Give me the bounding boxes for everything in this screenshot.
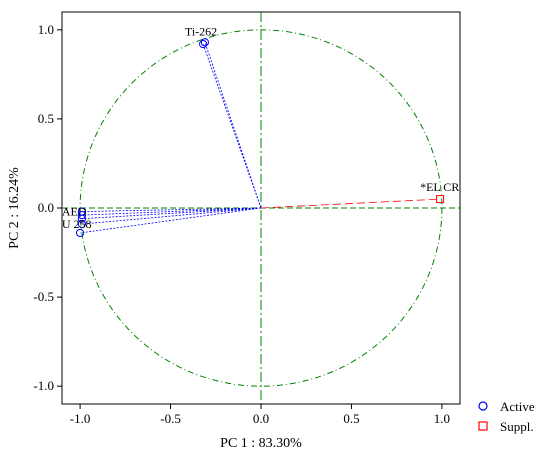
x-axis-ticks: -1.0 -0.5 0.0 0.5 1.0	[70, 404, 450, 426]
data-point	[77, 219, 87, 229]
x-tick-label: 0.5	[343, 411, 359, 426]
point-label: Ti-262	[185, 24, 217, 38]
x-tick-label: -1.0	[70, 411, 91, 426]
data-point	[77, 211, 87, 220]
y-tick-label: 0.5	[38, 111, 54, 126]
legend-suppl-marker	[478, 421, 488, 431]
y-tick-label: 0.0	[38, 200, 54, 215]
y-axis-title: PC 2 : 16.24%	[7, 167, 22, 249]
data-point	[199, 39, 208, 49]
data-point	[200, 38, 210, 47]
x-tick-label: 1.0	[434, 411, 450, 426]
x-tick-label: -0.5	[160, 411, 181, 426]
data-point	[77, 214, 87, 223]
y-tick-label: -1.0	[33, 378, 54, 393]
vector-line	[80, 207, 262, 234]
vector-line	[81, 207, 262, 216]
y-tick-label: -0.5	[33, 289, 54, 304]
vector-line	[81, 207, 262, 225]
point-label: U 258	[62, 217, 92, 231]
legend-active-marker	[478, 401, 488, 411]
vector-line	[260, 198, 441, 209]
y-tick-label: 1.0	[38, 22, 54, 37]
legend-active-label: Active	[500, 399, 535, 414]
data-point	[436, 195, 445, 204]
x-tick-label: 0.0	[253, 411, 269, 426]
vector-line	[81, 207, 262, 220]
x-axis-title: PC 1 : 83.30%	[220, 436, 302, 451]
vector-line	[81, 207, 262, 212]
data-point	[75, 228, 85, 238]
legend: Active Suppl.	[478, 399, 535, 434]
legend-suppl-label: Suppl.	[500, 419, 534, 434]
y-axis-ticks: 1.0 0.5 0.0 -0.5 -1.0	[33, 22, 62, 393]
vector-line	[202, 43, 262, 209]
vector-layer	[80, 42, 441, 234]
point-label: *EL CR	[420, 180, 459, 194]
